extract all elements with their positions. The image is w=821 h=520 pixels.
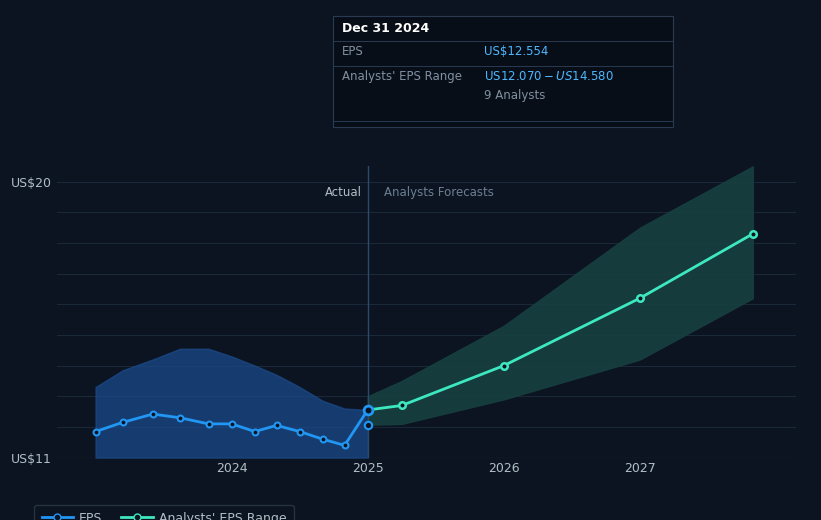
Text: Analysts' EPS Range: Analysts' EPS Range (342, 70, 462, 83)
Text: Analysts Forecasts: Analysts Forecasts (384, 186, 494, 199)
Point (89, 427, 102, 436)
Text: Dec 31 2024: Dec 31 2024 (342, 22, 429, 35)
Point (361, 421, 374, 429)
Text: 9 Analysts: 9 Analysts (484, 89, 546, 102)
Point (746, 230, 759, 238)
Point (146, 410, 159, 418)
Point (270, 421, 283, 430)
Point (316, 435, 329, 444)
Legend: EPS, Analysts' EPS Range: EPS, Analysts' EPS Range (34, 505, 294, 520)
Text: EPS: EPS (342, 45, 364, 58)
Point (361, 406, 374, 414)
Point (395, 401, 408, 410)
Point (293, 427, 306, 436)
Point (361, 406, 374, 414)
Text: US$12.554: US$12.554 (484, 45, 548, 58)
Text: US$12.070 - US$14.580: US$12.070 - US$14.580 (484, 70, 614, 83)
Point (338, 441, 351, 449)
Point (361, 406, 374, 414)
Point (361, 406, 374, 414)
Point (633, 294, 646, 302)
Point (202, 420, 215, 428)
Point (248, 427, 261, 436)
Point (173, 413, 186, 422)
Point (117, 418, 130, 426)
Point (498, 361, 511, 370)
Point (225, 420, 238, 428)
Text: Actual: Actual (325, 186, 362, 199)
